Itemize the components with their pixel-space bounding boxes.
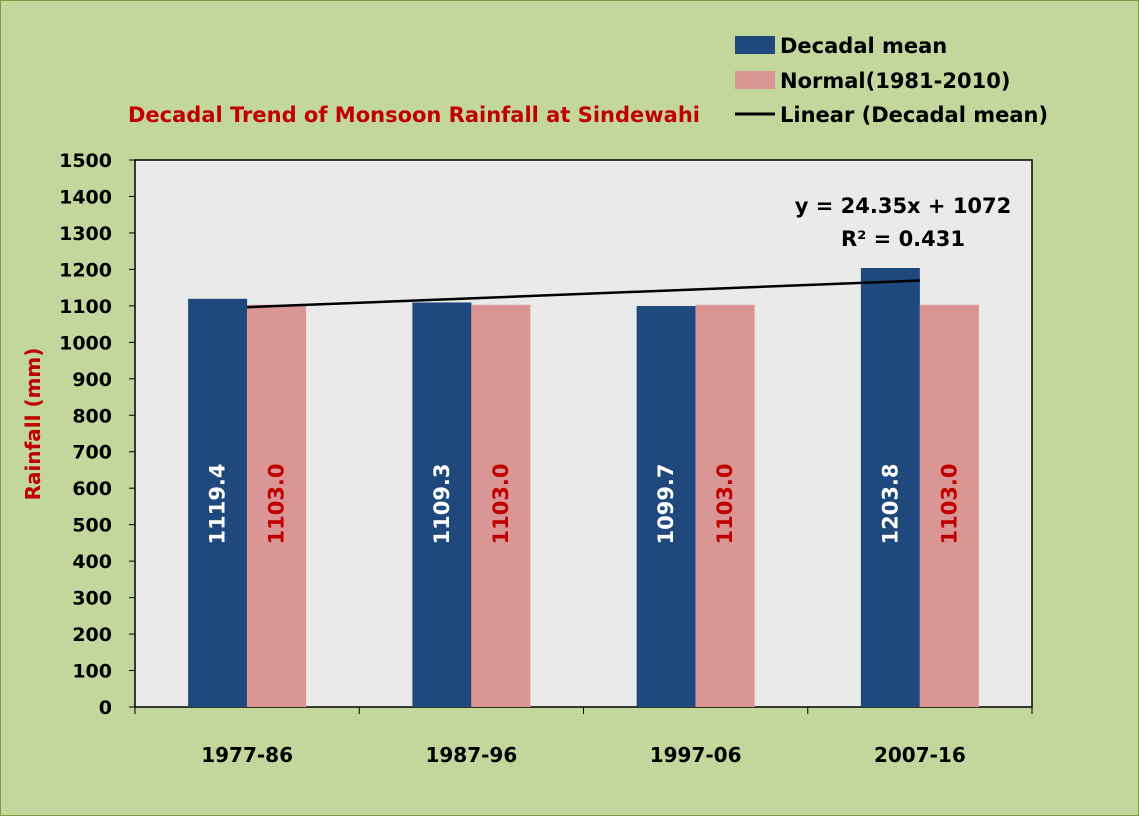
bar-decadal-mean [412,302,472,707]
legend-label-decadal-mean: Decadal mean [780,34,947,58]
data-label-normal: 1103.0 [713,463,737,544]
y-tick-label: 600 [72,478,112,500]
x-tick-label: 1987-96 [425,743,517,767]
y-tick-label: 900 [72,369,112,391]
y-tick-label: 500 [72,515,112,537]
legend-swatch-decadal-mean [735,36,775,54]
y-tick-label: 800 [72,405,112,427]
y-tick-label: 200 [72,624,112,646]
bar-normal [695,304,755,707]
data-label-normal: 1103.0 [265,463,289,544]
x-tick-label: 2007-16 [874,743,966,767]
y-tick-label: 1000 [59,332,112,354]
legend-swatch-normal [735,71,775,89]
trendline-equation: y = 24.35x + 1072 [795,194,1012,218]
bar-normal [247,304,307,707]
y-tick-label: 1500 [59,150,112,172]
y-tick-label: 1100 [59,296,112,318]
trendline [247,279,920,309]
bar-normal [471,304,531,707]
data-label-decadal-mean: 1119.4 [206,463,230,544]
bar-normal [919,304,979,707]
y-tick-label: 400 [72,551,112,573]
trendline-layer [247,279,920,309]
data-labels-layer: 1119.4 1103.0 1109.3 1103.0 1099.7 1103.0 1203… [206,463,962,544]
chart-title: Decadal Trend of Monsoon Rainfall at Sin… [128,103,700,127]
y-tick-label: 700 [72,442,112,464]
bar-decadal-mean [636,305,696,707]
legend-label-normal: Normal(1981-2010) [780,69,1010,93]
x-tick-label: 1977-86 [201,743,293,767]
data-label-decadal-mean: 1099.7 [654,463,678,544]
y-tick-label: 0 [99,697,112,719]
bar-decadal-mean [188,298,248,707]
y-tick-label: 1400 [59,186,112,208]
y-tick-label: 1200 [59,259,112,281]
y-axis-label: Rainfall (mm) [21,348,45,501]
data-label-normal: 1103.0 [489,463,513,544]
data-label-decadal-mean: 1109.3 [430,463,454,544]
bar-decadal-mean [860,268,920,707]
x-tick-label: 1997-06 [650,743,742,767]
data-label-normal: 1103.0 [937,463,961,544]
legend: Decadal mean Normal(1981-2010) Linear (D… [735,34,1048,127]
axes-layer: 1977-86 1987-96 1997-06 2007-16 0 100 200 300 40… [59,150,1033,767]
y-tick-label: 100 [72,661,112,683]
data-label-decadal-mean: 1203.8 [878,463,902,544]
legend-label-linear: Linear (Decadal mean) [780,103,1048,127]
y-tick-label: 300 [72,588,112,610]
trendline-r-squared: R² = 0.431 [841,227,965,251]
bars-layer [188,268,979,707]
y-tick-label: 1300 [59,223,112,245]
